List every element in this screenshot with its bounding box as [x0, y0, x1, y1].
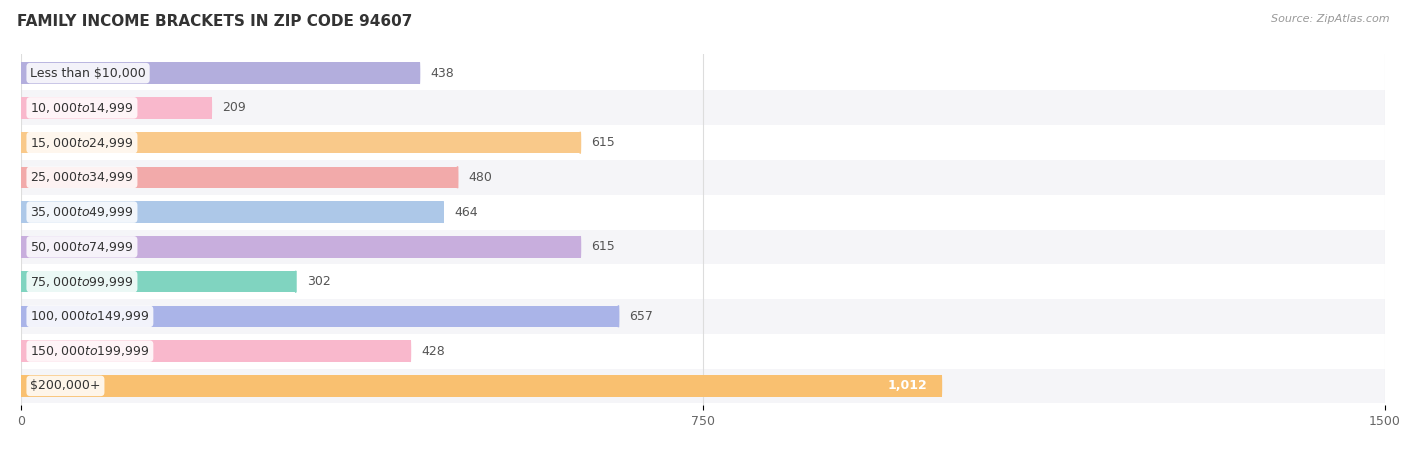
Text: $100,000 to $149,999: $100,000 to $149,999 — [30, 310, 149, 324]
Bar — [21, 160, 1385, 195]
Bar — [21, 63, 419, 84]
Bar — [21, 369, 1385, 403]
Bar — [21, 90, 1385, 125]
Bar — [21, 236, 581, 258]
Text: 615: 615 — [591, 136, 614, 149]
Text: 657: 657 — [630, 310, 654, 323]
Text: $25,000 to $34,999: $25,000 to $34,999 — [30, 171, 134, 184]
Bar — [21, 166, 457, 188]
Text: $15,000 to $24,999: $15,000 to $24,999 — [30, 135, 134, 149]
Bar — [21, 299, 1385, 334]
Bar — [21, 201, 443, 223]
Bar — [21, 334, 1385, 369]
Bar — [21, 375, 941, 396]
Text: 209: 209 — [222, 101, 246, 114]
Text: 464: 464 — [454, 206, 478, 219]
Bar — [21, 306, 619, 327]
Bar — [21, 125, 1385, 160]
Bar — [21, 230, 1385, 264]
Text: $50,000 to $74,999: $50,000 to $74,999 — [30, 240, 134, 254]
Text: 428: 428 — [422, 345, 444, 358]
Text: Source: ZipAtlas.com: Source: ZipAtlas.com — [1271, 14, 1389, 23]
Text: $75,000 to $99,999: $75,000 to $99,999 — [30, 274, 134, 288]
Text: 438: 438 — [430, 67, 454, 80]
Text: $35,000 to $49,999: $35,000 to $49,999 — [30, 205, 134, 219]
Text: $200,000+: $200,000+ — [30, 379, 101, 392]
Text: 480: 480 — [468, 171, 492, 184]
Text: Less than $10,000: Less than $10,000 — [30, 67, 146, 80]
Bar — [21, 97, 211, 119]
Text: 615: 615 — [591, 240, 614, 253]
Bar — [21, 56, 1385, 90]
Text: 1,012: 1,012 — [887, 379, 928, 392]
Bar — [21, 340, 411, 362]
Text: $150,000 to $199,999: $150,000 to $199,999 — [30, 344, 149, 358]
Text: FAMILY INCOME BRACKETS IN ZIP CODE 94607: FAMILY INCOME BRACKETS IN ZIP CODE 94607 — [17, 14, 412, 28]
Bar — [21, 195, 1385, 230]
Bar — [21, 271, 295, 292]
Text: $10,000 to $14,999: $10,000 to $14,999 — [30, 101, 134, 115]
Text: 302: 302 — [307, 275, 330, 288]
Bar — [21, 264, 1385, 299]
Bar — [21, 132, 581, 153]
